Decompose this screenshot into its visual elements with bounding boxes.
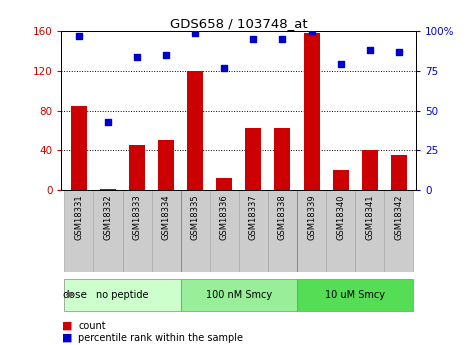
- Bar: [245, 128, 262, 190]
- Bar: [181, 279, 297, 310]
- Point: [308, 28, 315, 34]
- Point: [250, 36, 257, 42]
- Bar: [94, 190, 123, 272]
- Bar: [326, 190, 355, 272]
- Bar: [181, 190, 210, 272]
- Text: GSM18334: GSM18334: [162, 194, 171, 240]
- Text: no peptide: no peptide: [96, 290, 149, 300]
- Text: count: count: [78, 321, 105, 331]
- Bar: [333, 170, 349, 190]
- Text: GSM18337: GSM18337: [249, 194, 258, 240]
- Bar: [274, 128, 290, 190]
- Point: [162, 52, 170, 58]
- Point: [366, 47, 374, 53]
- Text: GSM18339: GSM18339: [307, 194, 316, 240]
- Text: GSM18342: GSM18342: [394, 194, 403, 240]
- Bar: [123, 190, 152, 272]
- Bar: [239, 190, 268, 272]
- Point: [104, 119, 112, 125]
- Text: GSM18332: GSM18332: [104, 194, 113, 240]
- Text: ■: ■: [61, 333, 72, 343]
- Text: GSM18331: GSM18331: [74, 194, 83, 240]
- Text: GSM18333: GSM18333: [132, 194, 141, 240]
- Bar: [158, 140, 174, 190]
- Point: [395, 49, 403, 55]
- Bar: [384, 190, 413, 272]
- Bar: [100, 189, 116, 190]
- Bar: [210, 190, 239, 272]
- Bar: [71, 106, 87, 190]
- Text: GSM18341: GSM18341: [365, 194, 374, 240]
- Point: [133, 54, 141, 59]
- Point: [337, 62, 344, 67]
- Point: [279, 36, 286, 42]
- Bar: [268, 190, 297, 272]
- Text: GSM18335: GSM18335: [191, 194, 200, 240]
- Title: GDS658 / 103748_at: GDS658 / 103748_at: [170, 17, 307, 30]
- Bar: [355, 190, 384, 272]
- Point: [192, 30, 199, 36]
- Point: [220, 65, 228, 70]
- Text: dose: dose: [62, 290, 87, 300]
- Text: GSM18336: GSM18336: [220, 194, 229, 240]
- Bar: [216, 178, 232, 190]
- Bar: [152, 190, 181, 272]
- Text: GSM18338: GSM18338: [278, 194, 287, 240]
- Bar: [64, 190, 94, 272]
- Text: 100 nM Smcy: 100 nM Smcy: [206, 290, 272, 300]
- Bar: [129, 145, 145, 190]
- Bar: [304, 33, 320, 190]
- Bar: [297, 279, 413, 310]
- Bar: [391, 155, 407, 190]
- Bar: [187, 71, 203, 190]
- Text: 10 uM Smcy: 10 uM Smcy: [325, 290, 385, 300]
- Text: ■: ■: [61, 321, 72, 331]
- Bar: [362, 150, 378, 190]
- Text: percentile rank within the sample: percentile rank within the sample: [78, 333, 243, 343]
- Bar: [64, 279, 181, 310]
- Point: [75, 33, 83, 39]
- Bar: [297, 190, 326, 272]
- Text: GSM18340: GSM18340: [336, 194, 345, 240]
